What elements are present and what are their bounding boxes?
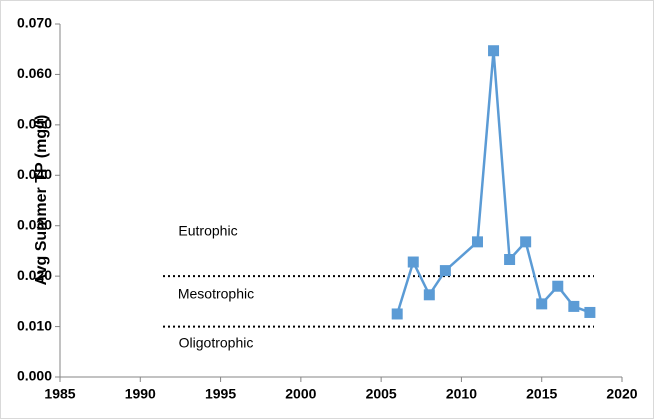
y-tick-label: 0.070: [17, 15, 52, 31]
x-tick-label: 1985: [44, 386, 75, 402]
annotation: Oligotrophic: [179, 335, 254, 351]
marker: [536, 298, 548, 310]
y-tick-label: 0.000: [17, 368, 52, 384]
marker: [423, 289, 435, 301]
x-tick-label: 2000: [285, 386, 316, 402]
x-tick-label: 2010: [446, 386, 477, 402]
y-axis-label: Avg Summer TP (mg/l): [33, 115, 50, 286]
marker: [391, 308, 403, 320]
y-tick-label: 0.040: [17, 166, 52, 182]
marker: [407, 256, 419, 268]
marker: [504, 254, 516, 266]
annotation: Mesotrophic: [178, 286, 254, 302]
y-tick-label: 0.010: [17, 317, 52, 333]
marker: [552, 280, 564, 292]
y-tick-label: 0.030: [17, 216, 52, 232]
marker: [471, 236, 483, 248]
marker: [488, 45, 500, 57]
marker: [520, 236, 532, 248]
x-tick-label: 2005: [366, 386, 397, 402]
x-tick-label: 2015: [526, 386, 557, 402]
marker: [568, 300, 580, 312]
marker: [584, 306, 596, 318]
x-tick-label: 2020: [606, 386, 637, 402]
y-tick-label: 0.060: [17, 65, 52, 81]
annotation: Eutrophic: [178, 223, 237, 239]
x-tick-label: 1990: [125, 386, 156, 402]
y-tick-label: 0.020: [17, 267, 52, 283]
marker: [439, 265, 451, 277]
x-tick-label: 1995: [205, 386, 236, 402]
y-tick-label: 0.050: [17, 116, 52, 132]
